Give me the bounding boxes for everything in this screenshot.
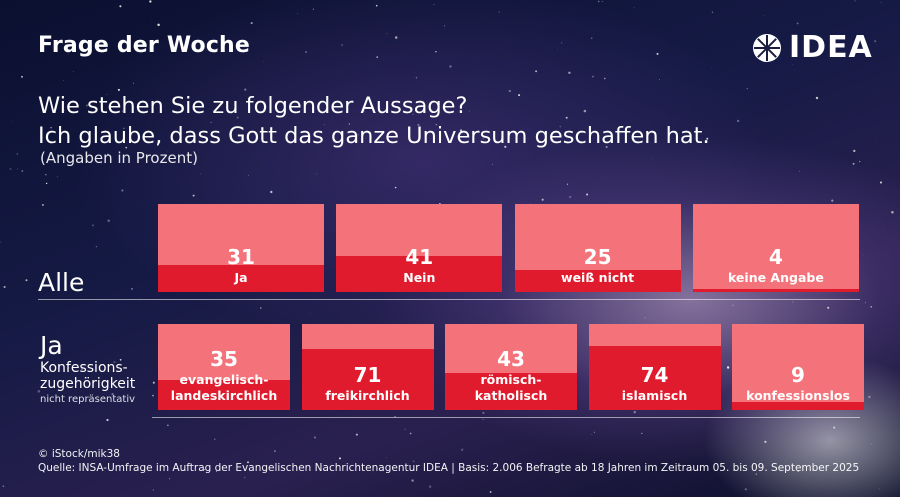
- bar-fill: [158, 264, 324, 292]
- bar-category-label: islamisch: [589, 388, 721, 404]
- bar-value-label: 4: [768, 245, 783, 269]
- bar-card: 9 konfessionslos: [732, 324, 864, 410]
- ja-sub-line-1: Konfessions-: [40, 360, 128, 376]
- bar-card: 31 Ja: [158, 204, 324, 292]
- ja-label: Ja: [40, 331, 63, 360]
- page-title: Frage der Woche: [38, 33, 251, 58]
- bar-fill: [732, 402, 864, 410]
- question-line-1: Wie stehen Sie zu folgender Aussage?: [38, 93, 468, 119]
- bar-card: 25 weiß nicht: [514, 204, 681, 292]
- bar-fill: [692, 288, 859, 292]
- bar-category-label-line: landeskirchlich: [170, 388, 278, 403]
- bar-fill: [445, 373, 577, 410]
- image-credit: © iStock/mik38: [38, 448, 120, 460]
- bar-category-label-line: weiß nicht: [561, 270, 635, 285]
- bar-value-label: 74: [640, 363, 669, 387]
- ja-sub-line-2: zugehörigkeit: [40, 376, 136, 392]
- bar-category-label-line: keine Angabe: [727, 270, 824, 285]
- bar-category-label-line: konfessionslos: [746, 388, 850, 403]
- bar-card: 71 freikirchlich: [301, 324, 434, 410]
- bar-value-label: 71: [353, 363, 382, 387]
- bar-category-label: weiß nicht: [515, 270, 681, 286]
- bar-category-label: römisch-katholisch: [445, 372, 577, 404]
- unit-note: (Angaben in Prozent): [40, 149, 198, 167]
- bar-value-label: 41: [405, 245, 434, 269]
- brand-name: IDEA: [789, 30, 873, 65]
- bar-value-label: 35: [210, 347, 238, 371]
- bar-card: 4 keine Angabe: [692, 204, 859, 292]
- bar-category-label-line: Ja: [234, 270, 248, 285]
- bar-card: 35 evangelisch-landeskirchlich: [158, 324, 290, 410]
- bar-fill: [588, 346, 721, 410]
- question-line-2: Ich glaube, dass Gott das ganze Universu…: [38, 123, 710, 149]
- bar-card: 43 römisch-katholisch: [445, 324, 577, 410]
- bar-value-label: 9: [791, 363, 805, 387]
- bar-category-label-line: freikirchlich: [325, 388, 410, 403]
- bar-category-label: freikirchlich: [302, 388, 434, 404]
- bar-category-label: keine Angabe: [693, 270, 859, 286]
- bar-category-label: evangelisch-landeskirchlich: [158, 372, 290, 404]
- bar-category-label-line: islamisch: [621, 388, 688, 403]
- bar-fill: [301, 348, 434, 410]
- bar-card: 41 Nein: [336, 204, 503, 292]
- bar-value-label: 25: [583, 245, 612, 269]
- bar-category-label: Ja: [158, 270, 324, 286]
- bar-category-label: konfessionslos: [732, 388, 864, 404]
- bar-category-label: Nein: [336, 270, 502, 286]
- separator-line: [38, 299, 860, 300]
- bar-category-label-line: katholisch: [474, 388, 548, 403]
- bar-category-label-line: evangelisch-: [179, 372, 269, 387]
- bar-fill: [158, 379, 290, 410]
- bar-category-label-line: Nein: [403, 270, 436, 285]
- bar-category-label-line: römisch-: [480, 372, 542, 387]
- separator-line: [152, 417, 860, 418]
- row-label-alle: Alle: [38, 268, 85, 297]
- ja-note: nicht repräsentativ: [40, 394, 136, 405]
- bar-card: 74 islamisch: [588, 324, 721, 410]
- row-label-ja: Ja Konfessions- zugehörigkeit nicht repr…: [40, 331, 136, 406]
- bar-value-label: 31: [227, 245, 255, 269]
- bar-value-label: 43: [497, 347, 525, 371]
- bar-fill: [514, 270, 681, 292]
- bar-fill: [336, 255, 503, 292]
- brand-logo: IDEA: [752, 30, 873, 65]
- question-text: Wie stehen Sie zu folgender Aussage? Ich…: [38, 91, 710, 151]
- idea-logo-icon: [753, 33, 781, 62]
- source-note: Quelle: INSA-Umfrage im Auftrag der Evan…: [38, 462, 860, 474]
